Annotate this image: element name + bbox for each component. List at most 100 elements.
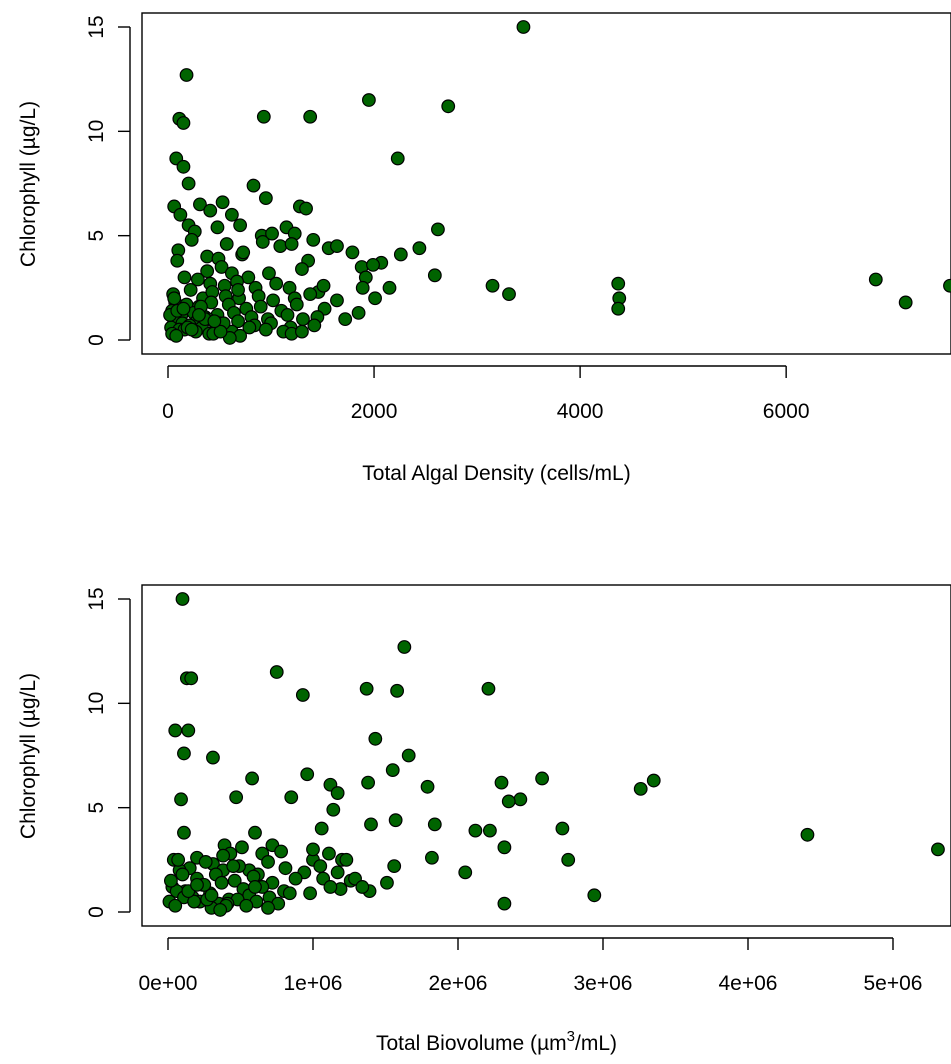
plot2-data-point	[248, 825, 262, 840]
plot2-x-tick-label: 2e+06	[429, 972, 488, 995]
plot1-data-point	[203, 203, 218, 218]
plot1-data-point	[176, 116, 191, 130]
plot2-data-point	[204, 888, 219, 903]
plot1-data-point	[200, 249, 215, 264]
plot2-data-point	[216, 848, 231, 863]
plot1-data-point	[213, 324, 228, 339]
plot1-data-point	[485, 278, 500, 293]
plot2-y-tick-label: 5	[85, 802, 108, 814]
plot1-data-point	[368, 291, 382, 306]
plot1-data-point	[516, 20, 531, 34]
plot2-data-point	[303, 886, 318, 901]
plot2-data-point	[483, 823, 497, 838]
plot1-frame	[141, 12, 951, 355]
plot1-data-point	[431, 222, 445, 237]
plot1-data-point	[246, 178, 261, 193]
plot1-data-point	[355, 280, 370, 295]
plot1-y-tick-label: 5	[85, 230, 108, 242]
plot2-x-axis-title: Total Biovolume (µm3/mL)	[376, 1028, 617, 1055]
plot2-data-point	[497, 896, 512, 911]
plot1-x-axis-title: Total Algal Density (cells/mL)	[362, 462, 630, 485]
plot2-data-point	[168, 898, 183, 913]
plot2-data-point	[177, 746, 191, 761]
plot2-x-tick-label: 5e+06	[864, 972, 923, 995]
plot1-data-point	[184, 322, 199, 337]
plot2-data-point	[323, 880, 338, 894]
plot2-data-point	[213, 903, 228, 917]
plot2-data-point	[427, 817, 442, 832]
plot1-data-point	[345, 245, 360, 260]
plot2-data-point	[330, 865, 345, 880]
plot2-data-point	[361, 775, 376, 790]
plot2-data-point	[288, 871, 303, 886]
plot2-data-point	[163, 873, 178, 888]
plot1-data-point	[351, 305, 366, 320]
plot1-data-point	[253, 299, 268, 314]
plot2-data-point	[364, 817, 378, 832]
plot1-data-point	[611, 276, 626, 291]
plot1-data-point	[611, 301, 626, 316]
plot2-data-point	[229, 790, 244, 805]
plot1-data-point	[200, 264, 215, 279]
plot2-data-point	[468, 823, 483, 838]
plot1-y-axis-title: Chlorophyll (µg/L)	[17, 101, 40, 267]
plot1-data-point	[207, 314, 222, 329]
plot2-data-point	[388, 813, 403, 828]
plot2-data-point	[235, 840, 249, 855]
plot1-data-point	[289, 297, 304, 312]
plot1-data-point	[181, 176, 196, 191]
plot2-data-point	[184, 671, 199, 686]
plot2-data-point	[269, 665, 284, 679]
plot1-data-point	[258, 322, 273, 337]
plot1-data-point	[215, 195, 230, 210]
plot2-data-point	[261, 855, 275, 869]
plot2-data-point	[227, 873, 242, 888]
plot2-data-point	[501, 794, 516, 809]
plot2-data-point	[282, 886, 297, 901]
plot2-data-point	[168, 723, 183, 738]
plot1-y-tick-label: 0	[85, 334, 108, 346]
plot1-data-point	[236, 245, 251, 260]
plot1-data-point	[280, 308, 295, 322]
plot2-data-point	[458, 865, 473, 880]
plot1-data-point	[231, 314, 245, 329]
plot1-data-point	[183, 283, 198, 297]
plot2-data-point	[481, 681, 496, 696]
plot2-data-point	[261, 900, 275, 915]
plot1-y-tick-label: 15	[85, 15, 108, 38]
plot1-y-tick-label: 10	[85, 120, 108, 143]
plot1-data-point	[190, 272, 205, 287]
plot1-data-point	[256, 109, 271, 124]
plot1-data-point	[255, 235, 270, 249]
plot2-data-point	[278, 861, 293, 876]
plot2-data-point	[175, 592, 190, 606]
plot2-data-point	[198, 855, 213, 869]
plot1-data-point	[362, 93, 376, 107]
plot2-y-tick-label: 10	[85, 692, 108, 715]
plot2-data-point	[248, 880, 262, 894]
plot1-data-point	[262, 266, 276, 281]
plot2-data-point	[535, 771, 549, 786]
plot2-y-axis-title: Chlorophyll (µg/L)	[17, 673, 40, 839]
plot1-data-point	[170, 253, 185, 268]
plot1-data-point	[303, 109, 318, 124]
plot2-data-point	[174, 792, 188, 807]
plot1-data-point	[295, 262, 309, 276]
plot2-data-point	[245, 771, 260, 786]
plot1-data-point	[306, 232, 321, 247]
plot1-data-point	[177, 270, 192, 285]
plot2-data-point	[368, 731, 383, 746]
plot2-data-point	[800, 827, 815, 842]
plot2-data-point	[177, 825, 191, 840]
plot1-data-point	[242, 320, 257, 335]
plot2-x-tick-label: 3e+06	[574, 972, 633, 995]
plot2-data-point	[171, 852, 186, 867]
plot2-data-point	[300, 767, 315, 782]
plot1-data-point	[214, 260, 229, 274]
plot2-y-tick-label: 0	[85, 906, 108, 918]
plot2-data-point	[326, 802, 341, 817]
plot2-data-point	[306, 842, 320, 857]
plot2-data-point	[322, 846, 336, 861]
plot1-data-point	[193, 197, 207, 212]
